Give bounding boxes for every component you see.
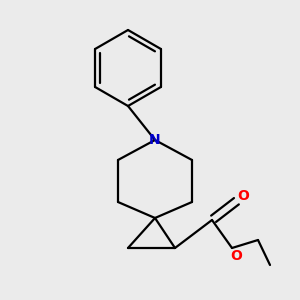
Text: O: O: [230, 249, 242, 263]
Text: N: N: [149, 133, 161, 147]
Text: O: O: [237, 189, 249, 203]
